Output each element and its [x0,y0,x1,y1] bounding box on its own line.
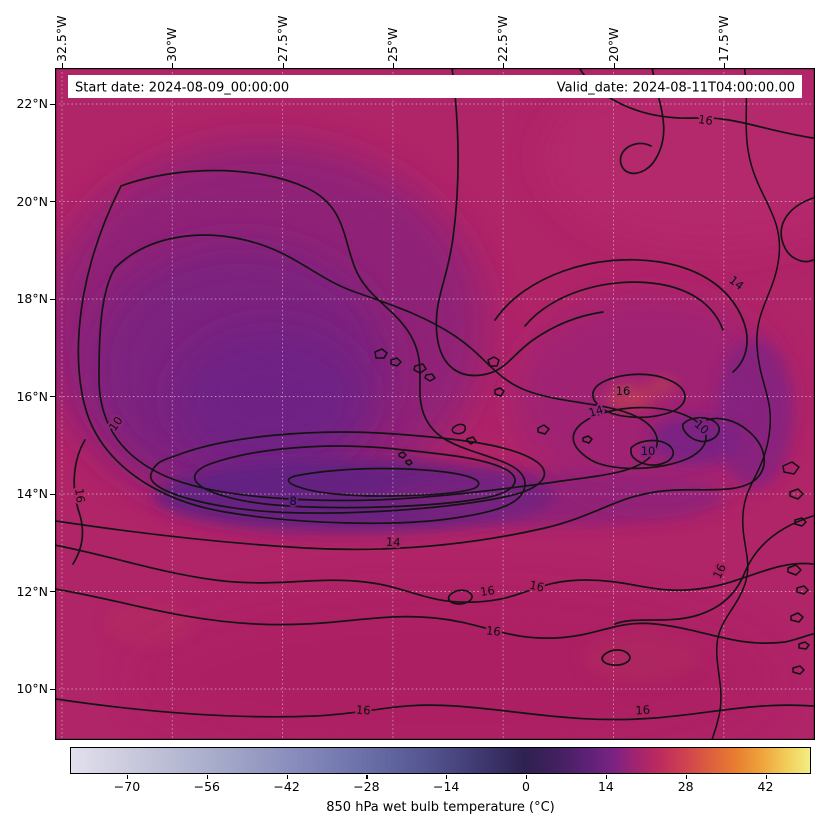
y-tick-label: 10°N [16,681,48,696]
y-tick-label: 16°N [16,389,48,404]
colorbar-tick-label: −56 [193,779,220,794]
y-tick [50,689,55,691]
contour-label: 8 [289,494,297,508]
contour-label: 14 [587,402,605,419]
colorbar-tick [127,775,129,779]
colorbar-tick [685,775,687,779]
y-tick-label: 22°N [16,96,48,111]
temperature-shading [55,68,815,740]
contour-label: 16 [355,703,371,718]
colorbar-tick [206,775,208,779]
y-tick-label: 12°N [16,584,48,599]
colorbar-tick [366,775,368,779]
contour-label: 16 [528,578,545,595]
contour-label: 16 [635,703,651,718]
x-tick-label: 30°W [164,27,179,62]
colorbar-title: 850 hPa wet bulb temperature (°C) [326,800,555,815]
contour-label: 16 [697,112,713,128]
colorbar-tick [605,775,608,779]
y-tick [50,494,55,496]
colorbar-tick-label: 28 [677,779,694,794]
colorbar-tick-label: −70 [113,779,141,794]
islands [374,348,810,675]
plot-frame [55,68,815,740]
coastline [711,68,781,740]
x-tick-label: 22.5°W [495,15,510,62]
x-tick [172,63,174,68]
y-tick [50,104,55,106]
y-tick [50,201,55,203]
y-tick-label: 20°N [16,194,48,209]
x-tick [393,63,395,68]
x-tick [614,63,616,68]
contour-label: 14 [386,535,401,550]
colorbar-tick [286,775,288,779]
x-tick [724,63,726,68]
date-banner-background [68,75,802,98]
date-banner: Start date: 2024-08-09_00:00:00 Valid_da… [68,75,802,98]
x-tick-label: 17.5°W [716,15,731,62]
y-tick-label: 14°N [16,486,48,501]
y-tick [50,396,55,398]
start-date-text: Start date: 2024-08-09_00:00:00 [75,81,289,96]
contour-lines [55,68,814,721]
contour-label: 16 [485,623,501,638]
y-tick [50,591,55,593]
colorbar-tick-label: −28 [353,779,380,794]
colorbar-tick [526,775,528,779]
colorbar-tick-label: −42 [273,779,300,794]
x-tick-label: 20°W [606,27,621,62]
contour-label: 16 [616,384,631,398]
x-tick-label: 25°W [385,27,400,62]
y-tick-label: 18°N [16,291,48,306]
x-tick-label: 27.5°W [275,15,290,62]
x-tick [503,63,505,68]
x-tick-label: 32.5°W [54,15,69,62]
x-tick [283,63,285,68]
contour-label: 16 [72,487,88,503]
contour-label: 16 [479,583,495,599]
colorbar-tick-label: −14 [432,779,460,794]
gridlines [55,68,815,740]
y-tick [50,299,55,301]
map-plot: 16 14 10 16 16 14 10 10 8 14 16 16 16 16… [55,68,815,740]
x-tick [62,63,64,68]
colorbar-tick-label: 14 [597,779,614,794]
colorbar-tick-label: 0 [522,779,530,794]
colorbar-tick [446,775,448,779]
valid-date-text: Valid_date: 2024-08-11T04:00:00.00 [557,81,795,96]
colorbar [70,747,811,774]
contour-label: 10 [641,444,656,458]
colorbar-tick-label: 42 [757,779,774,794]
colorbar-tick [765,775,767,779]
